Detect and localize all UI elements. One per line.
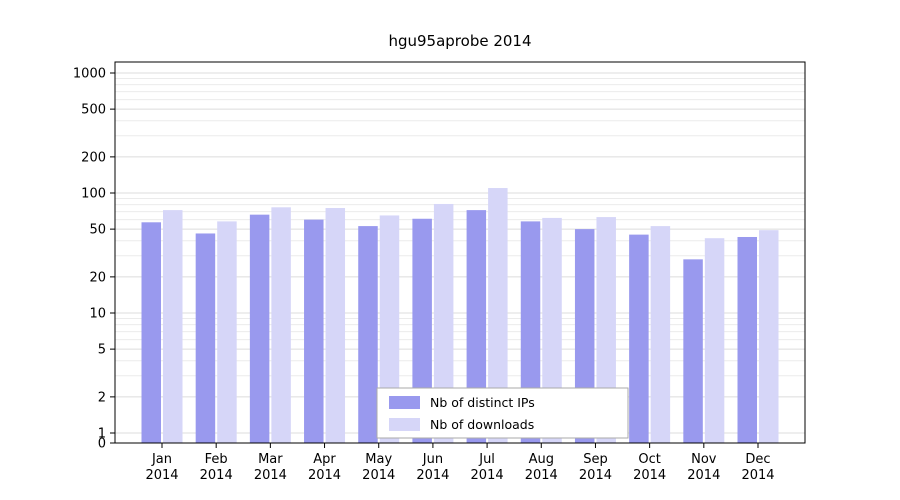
bar-downloads-jan [163,210,183,443]
y-tick-label: 500 [81,103,106,118]
bar-distinct-ips-mar [249,214,270,443]
x-tick-label-year: 2014 [525,468,558,483]
y-tick-label: 50 [89,223,106,238]
bar-distinct-ips-feb [195,233,216,443]
x-tick-label-month: Aug [529,452,554,467]
x-tick-label-year: 2014 [471,468,504,483]
x-tick-label-year: 2014 [254,468,287,483]
legend-label-distinct-ips: Nb of distinct IPs [430,395,535,410]
y-tick-label: 200 [81,150,106,165]
y-tick-label: 1000 [73,67,106,82]
bar-downloads-jun [433,203,454,443]
bar-distinct-ips-oct [629,234,649,443]
bar-downloads-apr [325,207,346,443]
y-tick-label: 1 [98,427,106,442]
bar-distinct-ips-dec [737,236,757,443]
x-tick-label-month: Mar [258,452,283,467]
x-axis: Jan2014Feb2014Mar2014Apr2014May2014Jun20… [145,443,775,483]
bar-distinct-ips-jul [466,210,487,443]
x-tick-label-month: Dec [745,452,770,467]
x-tick-label-year: 2014 [200,468,233,483]
x-tick-label-year: 2014 [416,468,449,483]
x-tick-label-month: May [365,452,392,467]
x-tick-label-year: 2014 [362,468,395,483]
bar-downloads-oct [650,226,671,443]
x-tick-label-month: Apr [313,452,336,467]
bar-downloads-may [379,215,400,443]
x-tick-label-month: Jun [422,452,443,467]
bar-downloads-dec [759,230,779,443]
x-tick-label-month: Sep [583,452,608,467]
x-tick-label-year: 2014 [633,468,666,483]
bar-downloads-feb [217,221,237,443]
legend-label-downloads: Nb of downloads [430,417,534,432]
x-tick-label-year: 2014 [308,468,341,483]
y-tick-label: 100 [81,187,106,202]
bar-distinct-ips-apr [304,219,324,443]
bar-distinct-ips-jan [141,222,161,443]
chart-title: hgu95aprobe 2014 [388,32,531,50]
x-tick-label-month: Feb [205,452,228,467]
x-tick-label-year: 2014 [741,468,774,483]
plot-border [114,61,806,444]
bar-distinct-ips-jun [412,218,432,443]
y-tick-label: 20 [89,270,106,285]
bar-downloads-nov [704,238,725,443]
bar-distinct-ips-may [358,226,378,443]
bar-downloads-sep [596,217,616,443]
bar-downloads-mar [271,207,291,443]
x-tick-label-year: 2014 [579,468,612,483]
x-tick-label-month: Jul [478,452,495,467]
y-tick-label: 10 [89,307,106,322]
y-tick-label: 2 [98,390,106,405]
legend: Nb of distinct IPs Nb of downloads [376,387,629,439]
bars [141,188,779,443]
y-tick-label: 5 [98,343,106,358]
legend-swatch-downloads [389,418,420,431]
x-tick-label-month: Nov [691,452,717,467]
bar-downloads-aug [542,217,562,443]
legend-swatch-distinct-ips [389,396,420,409]
bar-downloads-jul [488,188,508,443]
y-tick-label: 0 [98,437,106,452]
x-tick-label-month: Jan [151,452,172,467]
x-tick-label-month: Oct [638,452,660,467]
x-tick-label-year: 2014 [687,468,720,483]
x-tick-label-year: 2014 [145,468,178,483]
y-axis: 01 2 5 10 20 50 100 200 500 1000 [73,67,115,452]
bar-distinct-ips-nov [683,259,703,443]
